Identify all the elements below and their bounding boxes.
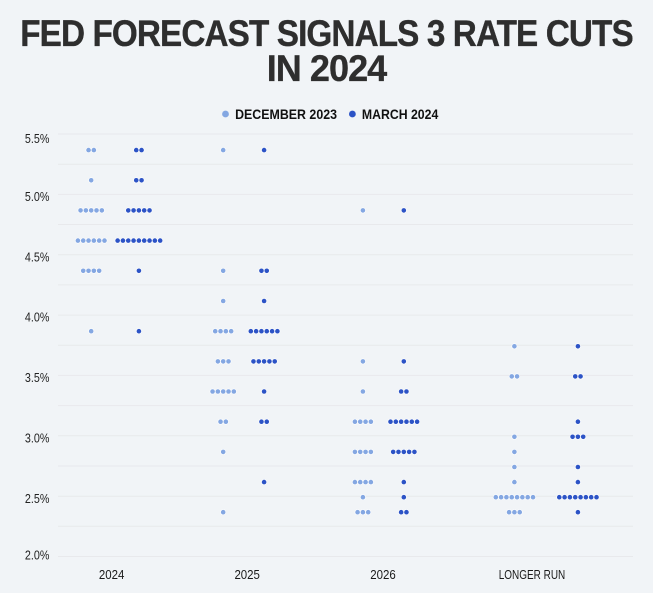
- svg-text:MARCH 2024: MARCH 2024: [362, 106, 439, 122]
- svg-text:4.5%: 4.5%: [25, 250, 50, 264]
- svg-text:2.0%: 2.0%: [25, 548, 50, 562]
- svg-text:4.0%: 4.0%: [25, 311, 50, 325]
- svg-text:2026: 2026: [370, 568, 396, 582]
- svg-text:5.0%: 5.0%: [25, 190, 50, 204]
- svg-text:2024: 2024: [99, 568, 125, 582]
- svg-text:3.0%: 3.0%: [25, 431, 50, 445]
- svg-text:2.5%: 2.5%: [25, 492, 50, 506]
- svg-text:3.5%: 3.5%: [25, 371, 50, 385]
- svg-text:5.5%: 5.5%: [25, 132, 50, 146]
- svg-text:LONGER RUN: LONGER RUN: [499, 568, 566, 582]
- svg-text:DECEMBER 2023: DECEMBER 2023: [235, 106, 337, 122]
- svg-text:2025: 2025: [234, 568, 260, 582]
